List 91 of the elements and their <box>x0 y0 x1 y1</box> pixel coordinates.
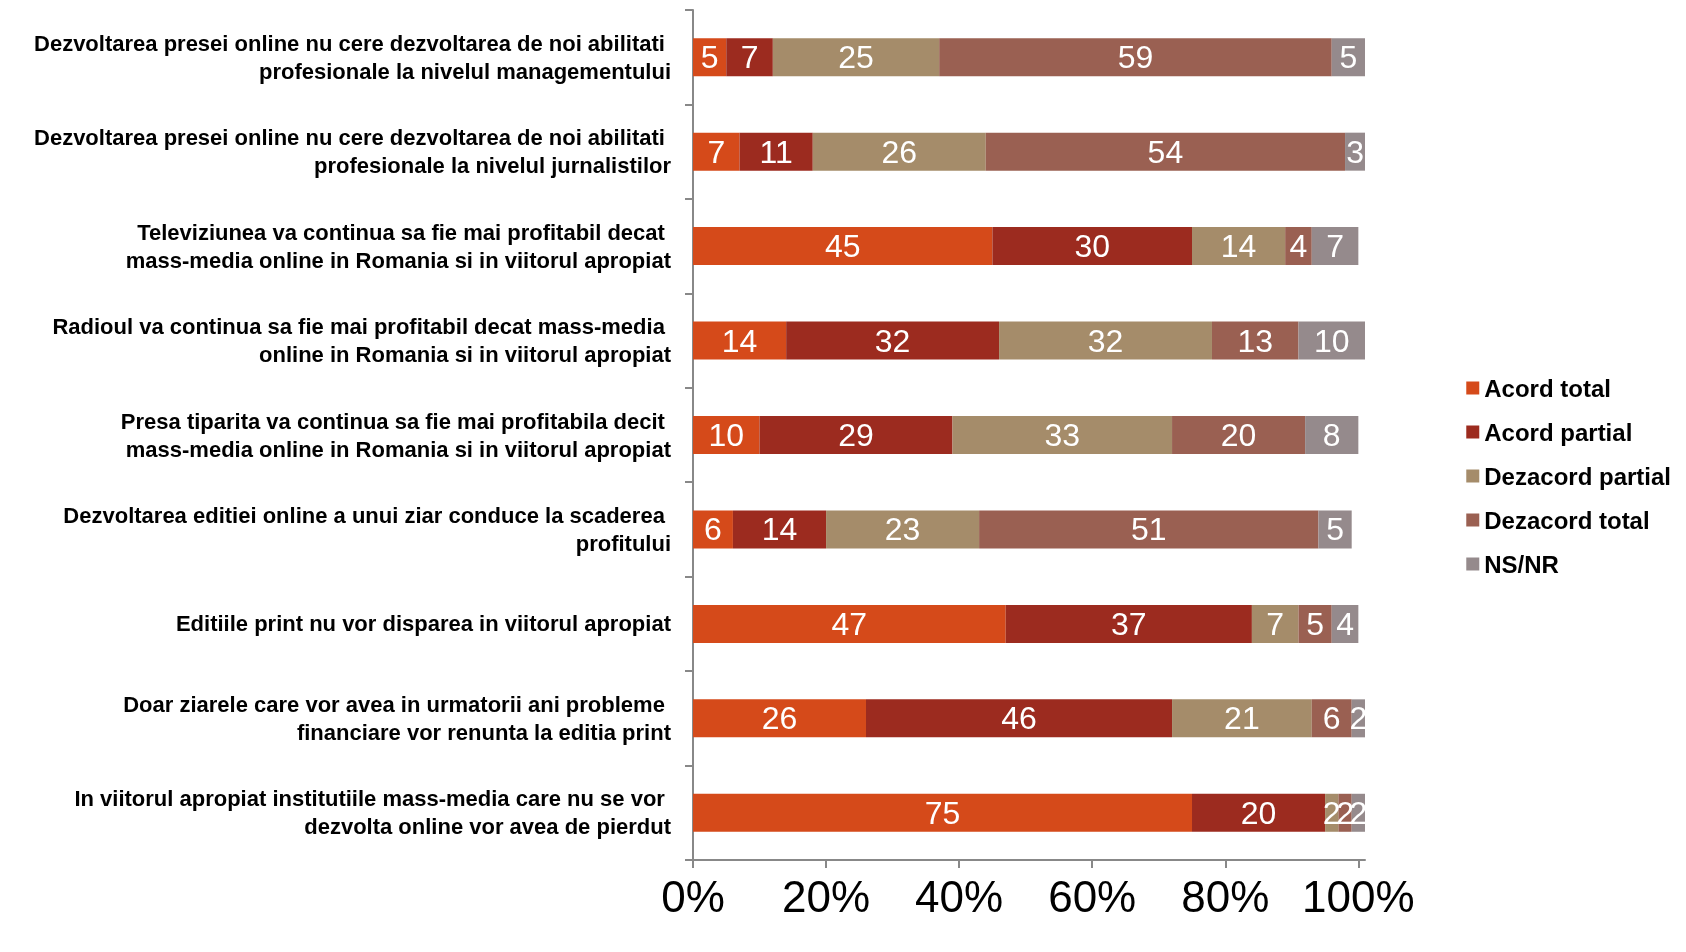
y-tick-label: Dezvoltarea presei online nu cere dezvoltarea de noi abilitati profesionale la nivelul jurnalistilor <box>34 125 672 179</box>
data-label: 14 <box>1220 228 1257 265</box>
legend-label: Dezacord total <box>1484 506 1650 534</box>
bar <box>999 321 1212 360</box>
bar <box>1251 604 1299 643</box>
data-label: 51 <box>1130 511 1167 548</box>
data-label: 4 <box>1336 605 1354 642</box>
data-label: 5 <box>700 39 719 76</box>
y-tick-label: In viitorul apropiat institutiile mass-media care nu se vor dezvolta online vor avea de pierdut <box>74 786 672 840</box>
bar <box>1172 416 1306 454</box>
legend-label: Acord total <box>1484 374 1611 402</box>
data-label: 5 <box>1306 605 1324 642</box>
bar <box>1211 321 1299 360</box>
bar <box>772 38 940 77</box>
bar <box>693 132 740 171</box>
data-label: 7 <box>740 39 759 76</box>
data-label: 30 <box>1074 228 1110 265</box>
bar <box>812 132 986 171</box>
bar <box>1311 227 1359 266</box>
data-label: 21 <box>1224 700 1260 737</box>
data-label: 7 <box>1326 228 1344 265</box>
y-tick-label: Televiziunea va continua sa fie mai profitabil decat mass-media online in Romania si in viitorul apropiat <box>125 219 672 273</box>
data-label: 11 <box>759 133 793 170</box>
bar <box>739 132 813 171</box>
x-tick-label: 40% <box>915 871 1004 921</box>
bar <box>693 227 993 266</box>
data-label: 47 <box>831 605 868 642</box>
bar <box>992 227 1193 266</box>
data-label: 37 <box>1111 605 1147 642</box>
bar <box>693 793 1193 832</box>
bar <box>786 321 1000 360</box>
data-label: 14 <box>721 322 758 359</box>
legend-label: Dezacord partial <box>1484 462 1672 490</box>
data-label: 6 <box>704 511 722 548</box>
bar <box>693 604 1006 643</box>
data-label: 7 <box>1266 605 1285 642</box>
data-label: 20 <box>1240 794 1277 831</box>
y-tick-label: Doar ziarele care vor avea in urmatorii ani probleme financiare vor renunta la editia print <box>123 691 672 745</box>
y-tick-label: Dezvoltarea presei online nu cere dezvoltarea de noi abilitati profesionale la nivelul managementului <box>34 30 671 84</box>
x-tick-label: 100% <box>1302 871 1415 921</box>
legend-label: NS/NR <box>1484 550 1559 578</box>
data-label: 6 <box>1322 700 1341 737</box>
data-label: 7 <box>707 133 726 170</box>
data-label: 75 <box>924 794 961 831</box>
bar <box>726 38 773 77</box>
x-tick-label: 80% <box>1181 871 1270 921</box>
data-label: 32 <box>1087 322 1124 359</box>
data-label: 5 <box>1339 39 1358 76</box>
data-label: 3 <box>1346 133 1364 170</box>
y-tick-label: Editiile print nu vor disparea in viitorul apropiat <box>175 611 672 637</box>
bar <box>693 699 866 738</box>
bar <box>1005 604 1252 643</box>
x-tick-label: 0% <box>661 871 725 921</box>
data-label: 26 <box>881 133 918 170</box>
bar <box>732 510 827 549</box>
bar <box>1172 699 1312 738</box>
data-label: 2 <box>1349 700 1368 737</box>
bar <box>865 699 1173 738</box>
data-label: 54 <box>1147 133 1184 170</box>
y-tick-label: Radioul va continua sa fie mai profitabil decat mass-media online in Romania si in viitorul apropiat <box>52 314 672 368</box>
data-label: 23 <box>884 511 921 548</box>
data-label: 59 <box>1117 39 1154 76</box>
data-label: 10 <box>1313 322 1350 359</box>
bar <box>1192 227 1286 266</box>
data-label: 10 <box>708 417 745 453</box>
data-label: 33 <box>1044 417 1081 453</box>
y-tick-label: Dezvoltarea editiei online a unui ziar conduce la scaderea profitului <box>63 502 671 556</box>
x-tick-label: 20% <box>782 871 871 921</box>
bar <box>1192 793 1326 832</box>
legend-label: Acord partial <box>1484 418 1633 446</box>
data-label: 8 <box>1322 417 1341 453</box>
y-tick-label: Presa tiparita va continua sa fie mai profitabila decit mass-media online in Romania si in viitorul apropiat <box>120 408 672 462</box>
bar <box>826 510 980 549</box>
bar <box>979 510 1319 549</box>
bar <box>759 416 953 454</box>
bar <box>939 38 1332 77</box>
data-label: 20 <box>1220 417 1257 453</box>
data-label: 4 <box>1289 228 1308 265</box>
data-label: 13 <box>1237 322 1274 359</box>
data-label: 26 <box>761 700 798 737</box>
data-label: 29 <box>838 417 874 453</box>
data-label: 45 <box>824 228 861 265</box>
data-label: 14 <box>761 511 798 548</box>
data-label: 32 <box>874 322 911 359</box>
bar <box>952 416 1173 454</box>
data-label: 25 <box>838 39 874 76</box>
data-label: 46 <box>1001 700 1037 737</box>
bar <box>693 321 787 360</box>
bar <box>985 132 1346 171</box>
data-label: 5 <box>1326 511 1344 548</box>
x-tick-label: 60% <box>1048 871 1137 921</box>
